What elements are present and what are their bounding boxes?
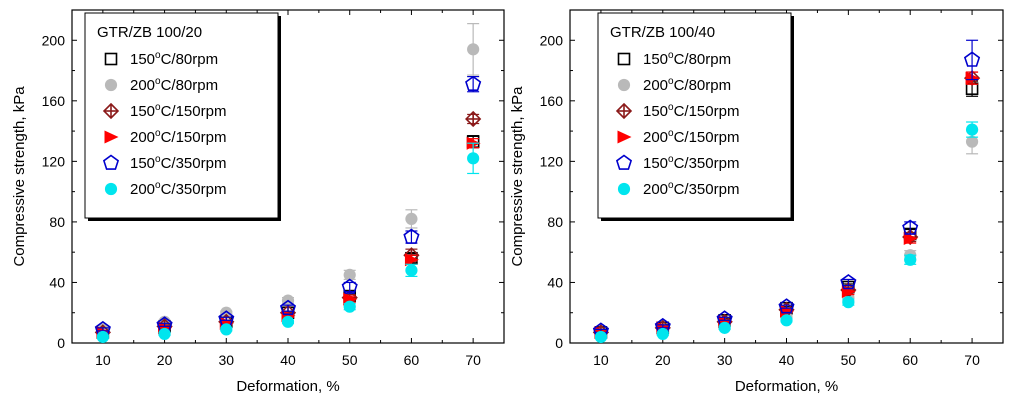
data-point: [281, 315, 295, 328]
y-tick-label: 160: [42, 93, 66, 109]
data-point: [343, 300, 356, 313]
x-tick-label: 50: [342, 352, 358, 368]
y-tick-label: 0: [57, 335, 65, 351]
x-tick-label: 40: [779, 352, 795, 368]
legend-title: GTR/ZB 100/40: [610, 24, 715, 41]
y-tick-label: 160: [540, 93, 564, 109]
data-point: [656, 327, 669, 341]
legend-marker: [104, 130, 119, 144]
data-point: [158, 327, 171, 341]
legend-marker: [617, 182, 631, 196]
x-axis-label: Deformation, %: [735, 378, 838, 395]
legend-marker: [617, 78, 631, 92]
data-point: [904, 253, 917, 266]
x-tick-label: 50: [841, 352, 857, 368]
data-point: [279, 299, 297, 316]
legend-box: [84, 12, 279, 219]
data-point: [96, 330, 109, 344]
data-point: [465, 75, 482, 91]
x-tick-label: 60: [902, 352, 918, 368]
legend-label: 150oC/350rpm: [130, 154, 226, 172]
x-tick-label: 70: [465, 352, 481, 368]
data-point: [840, 274, 857, 290]
y-axis-label: Compressive strength, kPa: [509, 86, 526, 267]
legend-label: 150oC/80rpm: [130, 50, 218, 68]
series-5: [94, 75, 482, 337]
legend-label: 150oC/350rpm: [643, 154, 739, 172]
legend-marker: [615, 154, 633, 170]
x-tick-label: 30: [717, 352, 733, 368]
data-point: [467, 152, 480, 165]
x-tick-label: 10: [593, 352, 609, 368]
y-tick-label: 0: [555, 335, 563, 351]
legend-label: 150oC/80rpm: [643, 50, 731, 68]
legend-label: 200oC/350rpm: [130, 180, 226, 198]
y-axis-label: Compressive strength, kPa: [11, 86, 28, 267]
y-tick-label: 80: [547, 214, 563, 230]
legend-label: 150oC/150rpm: [130, 102, 226, 120]
data-point: [842, 296, 855, 309]
legend-marker: [617, 52, 631, 66]
legend-label: 150oC/150rpm: [643, 102, 739, 120]
legend: GTR/ZB 100/40 150oC/80rpm 200oC/80rpm 150oC…: [597, 12, 794, 221]
legend-label: 200oC/80rpm: [643, 76, 731, 94]
data-point: [405, 212, 418, 225]
x-tick-label: 10: [95, 352, 111, 368]
chart-panel-2: 10 20 30 40 50 60 70 0 40 80 120 160 200 Deformation,…: [509, 9, 1004, 395]
data-point: [343, 268, 356, 281]
legend-marker: [104, 182, 118, 196]
data-point: [220, 306, 233, 319]
y-tick-label: 120: [42, 153, 66, 169]
x-tick-label: 40: [280, 352, 296, 368]
data-point: [220, 323, 233, 336]
legend-marker: [102, 154, 120, 170]
data-point: [404, 253, 419, 267]
x-tick-label: 30: [218, 352, 234, 368]
legend-marker: [104, 52, 118, 66]
data-point: [903, 232, 918, 246]
data-point: [965, 123, 979, 136]
y-tick-label: 80: [49, 214, 65, 230]
data-point: [341, 278, 358, 294]
data-point: [963, 51, 981, 67]
chart-panel-1: 10 20 30 40 50 60 70 0 40 80 120 160 200 Deformation,…: [11, 9, 505, 395]
data-point: [594, 330, 608, 344]
legend-label: 200oC/80rpm: [130, 76, 218, 94]
y-tick-label: 200: [540, 32, 564, 48]
data-point: [778, 298, 795, 314]
y-tick-label: 120: [540, 153, 564, 169]
legend-label: 200oC/150rpm: [643, 128, 739, 146]
y-tick-label: 40: [49, 274, 65, 290]
series-6: [96, 142, 480, 344]
x-tick-label: 60: [404, 352, 420, 368]
legend-label: 200oC/150rpm: [130, 128, 226, 146]
x-tick-label: 20: [157, 352, 173, 368]
data-point: [718, 321, 731, 334]
data-point: [467, 43, 480, 56]
data-point: [902, 219, 919, 235]
data-point: [403, 228, 420, 244]
series-6: [594, 121, 979, 344]
x-axis-label: Deformation, %: [236, 378, 339, 395]
legend-title: GTR/ZB 100/20: [97, 24, 202, 41]
data-point: [405, 264, 418, 277]
legend-marker: [617, 130, 632, 144]
data-point: [780, 314, 793, 327]
y-tick-label: 200: [42, 32, 66, 48]
x-tick-label: 20: [655, 352, 671, 368]
legend-label: 200oC/350rpm: [643, 180, 739, 198]
data-point: [965, 135, 979, 148]
legend-marker: [104, 78, 118, 92]
x-tick-label: 70: [964, 352, 980, 368]
legend-box: [597, 12, 792, 219]
legend: GTR/ZB 100/20 150oC/80rpm 200oC/80rpm 150oC…: [84, 12, 281, 221]
y-tick-label: 40: [547, 274, 563, 290]
